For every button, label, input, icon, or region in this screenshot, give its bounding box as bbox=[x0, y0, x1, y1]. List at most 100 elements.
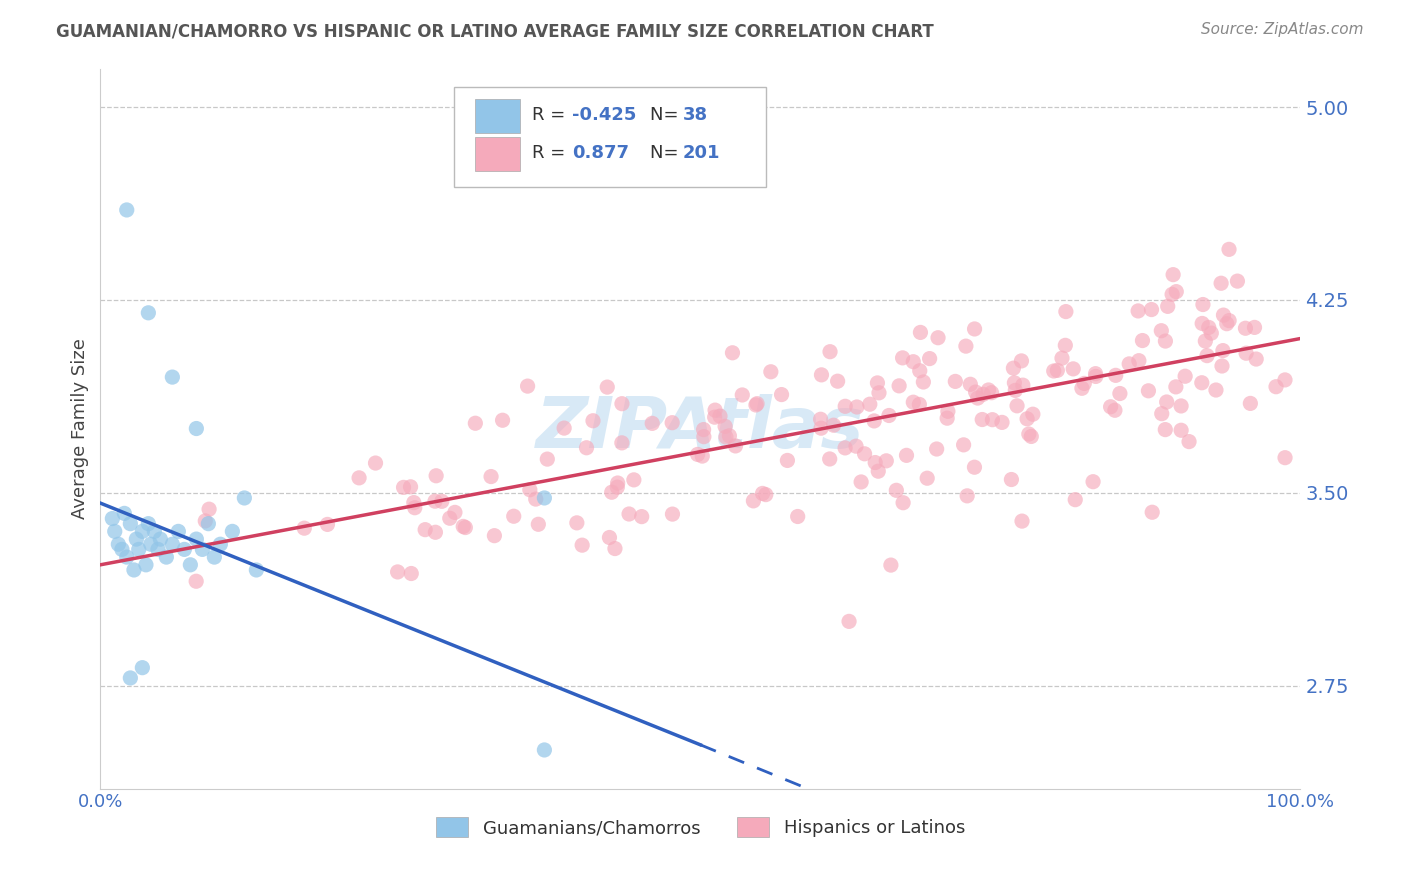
Point bbox=[1192, 297, 1215, 311]
Point bbox=[125, 532, 148, 546]
Point bbox=[755, 487, 778, 501]
Point bbox=[827, 374, 849, 388]
Point bbox=[1011, 514, 1033, 528]
Point bbox=[392, 480, 415, 494]
Point bbox=[107, 537, 129, 551]
Point bbox=[887, 379, 910, 393]
Point bbox=[600, 485, 623, 500]
Point bbox=[714, 419, 737, 434]
Point bbox=[1084, 367, 1107, 381]
Point bbox=[138, 516, 160, 531]
Point bbox=[1265, 380, 1288, 394]
Point bbox=[1042, 364, 1064, 378]
Point bbox=[834, 399, 856, 413]
Point bbox=[1046, 363, 1069, 377]
Point bbox=[955, 339, 977, 353]
Point bbox=[128, 542, 150, 557]
Point bbox=[423, 494, 446, 508]
Point bbox=[186, 532, 208, 546]
Point bbox=[162, 370, 184, 384]
Point bbox=[927, 331, 949, 345]
Point bbox=[903, 355, 925, 369]
Point bbox=[714, 430, 737, 444]
Point bbox=[1205, 383, 1227, 397]
Point bbox=[1212, 308, 1234, 322]
Point bbox=[963, 322, 986, 336]
Point bbox=[1218, 313, 1240, 327]
Point bbox=[603, 541, 626, 556]
Point bbox=[1054, 304, 1077, 318]
Point bbox=[965, 385, 987, 400]
Point bbox=[959, 377, 981, 392]
Point bbox=[221, 524, 243, 539]
Point bbox=[759, 365, 782, 379]
Point bbox=[131, 524, 153, 539]
Point bbox=[112, 507, 135, 521]
Point bbox=[704, 403, 727, 417]
Point bbox=[1216, 317, 1239, 331]
Point bbox=[115, 202, 138, 217]
Point bbox=[387, 565, 409, 579]
Point bbox=[610, 435, 633, 450]
Point bbox=[742, 494, 765, 508]
Point bbox=[686, 447, 709, 461]
Point bbox=[245, 563, 267, 577]
Point bbox=[1274, 373, 1296, 387]
Point bbox=[606, 480, 628, 494]
Point bbox=[596, 380, 619, 394]
Point bbox=[233, 491, 256, 505]
Point bbox=[198, 502, 221, 516]
Point bbox=[527, 517, 550, 532]
Point bbox=[880, 558, 903, 573]
FancyBboxPatch shape bbox=[475, 99, 520, 133]
Point bbox=[908, 397, 931, 411]
Point bbox=[1154, 423, 1177, 437]
Point bbox=[138, 306, 160, 320]
Point bbox=[915, 471, 938, 485]
Text: -0.425: -0.425 bbox=[572, 106, 637, 124]
Point bbox=[786, 509, 808, 524]
Text: N=: N= bbox=[650, 106, 685, 124]
Point bbox=[404, 500, 426, 515]
Point bbox=[891, 496, 914, 510]
Point bbox=[347, 471, 370, 485]
Point bbox=[179, 558, 201, 572]
Point bbox=[533, 491, 555, 505]
Point bbox=[1174, 369, 1197, 384]
Point bbox=[849, 475, 872, 489]
Point bbox=[1170, 399, 1192, 413]
Point bbox=[146, 542, 169, 557]
Point bbox=[1191, 317, 1213, 331]
Point bbox=[571, 538, 593, 552]
Point bbox=[1211, 359, 1233, 373]
Point bbox=[1150, 407, 1173, 421]
Point bbox=[104, 524, 127, 539]
Point bbox=[810, 368, 832, 382]
Text: 38: 38 bbox=[682, 106, 707, 124]
Point bbox=[1140, 505, 1163, 519]
Point bbox=[952, 438, 974, 452]
Point bbox=[425, 525, 447, 540]
Point bbox=[1004, 384, 1026, 398]
Point bbox=[316, 517, 339, 532]
Point bbox=[1243, 320, 1265, 334]
Point bbox=[910, 326, 932, 340]
Point bbox=[1198, 320, 1220, 334]
Point bbox=[966, 391, 988, 405]
Point bbox=[1019, 429, 1042, 443]
Point bbox=[745, 398, 768, 412]
Point bbox=[191, 542, 214, 557]
Point bbox=[1126, 304, 1149, 318]
Point bbox=[1062, 362, 1084, 376]
Point bbox=[1109, 386, 1132, 401]
Point bbox=[912, 375, 935, 389]
Point bbox=[693, 430, 716, 444]
Point bbox=[868, 385, 890, 400]
Point bbox=[925, 442, 948, 456]
Point bbox=[402, 495, 425, 509]
Point bbox=[1022, 407, 1045, 421]
Point bbox=[1084, 369, 1107, 384]
Point bbox=[1195, 349, 1218, 363]
Point bbox=[1064, 492, 1087, 507]
Point bbox=[1161, 268, 1184, 282]
